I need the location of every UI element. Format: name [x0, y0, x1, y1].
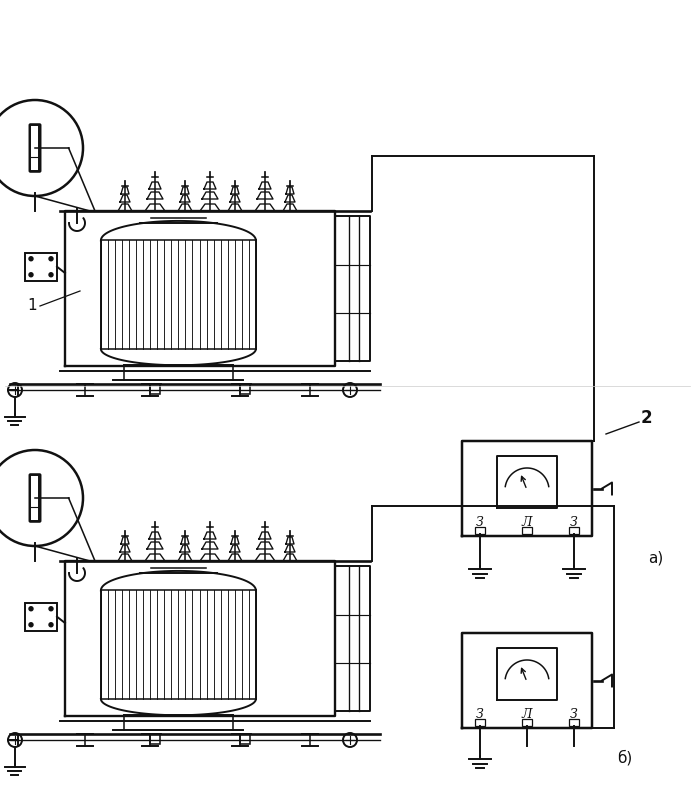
Bar [25, 253, 57, 281]
Circle shape [29, 607, 33, 611]
Circle shape [49, 622, 53, 626]
Circle shape [8, 383, 22, 397]
FancyBboxPatch shape [30, 474, 40, 522]
Bar [475, 527, 485, 534]
FancyBboxPatch shape [30, 124, 40, 172]
Circle shape [49, 273, 53, 277]
Circle shape [29, 622, 33, 626]
Circle shape [0, 100, 83, 196]
Bar [240, 384, 250, 394]
Circle shape [343, 383, 357, 397]
Text: З: З [570, 708, 578, 721]
Bar [0, 378, 694, 398]
Bar [25, 603, 57, 630]
Text: З: З [570, 517, 578, 529]
Bar [150, 384, 160, 394]
Circle shape [29, 257, 33, 261]
Circle shape [343, 733, 357, 747]
Bar [522, 527, 532, 534]
Text: Л: Л [522, 517, 532, 529]
Text: Л: Л [522, 708, 532, 721]
Bar [569, 527, 579, 534]
Circle shape [49, 257, 53, 261]
Text: 2: 2 [640, 409, 652, 427]
Bar [240, 734, 250, 744]
Text: З: З [476, 517, 484, 529]
Text: З: З [476, 708, 484, 721]
Circle shape [8, 733, 22, 747]
Bar [475, 719, 485, 726]
Bar [569, 719, 579, 726]
Text: а): а) [648, 551, 663, 565]
Bar [150, 734, 160, 744]
Bar [522, 719, 532, 726]
Text: б): б) [617, 750, 632, 766]
Circle shape [49, 607, 53, 611]
Circle shape [29, 273, 33, 277]
Text: 1: 1 [27, 298, 37, 314]
Circle shape [0, 450, 83, 546]
